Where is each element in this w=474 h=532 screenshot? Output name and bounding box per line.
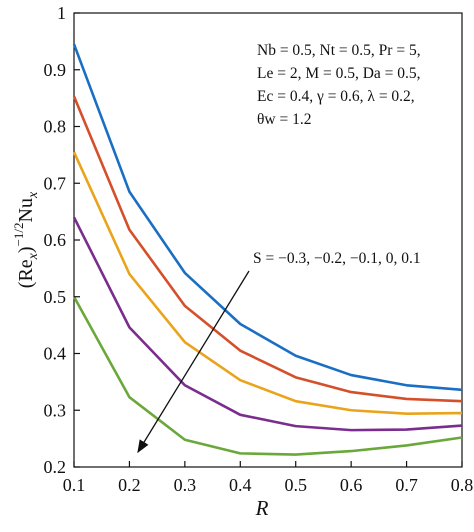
- y-tick-label: 0.2: [44, 457, 67, 477]
- y-axis: 0.2 0.3 0.4 0.5 0.6 0.7 0.8 0.9 1: [44, 3, 80, 477]
- param-line-3: Ec = 0.4, γ = 0.6, λ = 0.2,: [257, 88, 415, 105]
- x-tick-label: 0.1: [63, 475, 86, 495]
- x-tick-label: 0.2: [118, 475, 141, 495]
- x-tick-label: 0.7: [395, 475, 418, 495]
- x-axis-title: R: [255, 496, 269, 520]
- parameter-annotation: Nb = 0.5, Nt = 0.5, Pr = 5, Le = 2, M = …: [257, 42, 421, 128]
- y-tick-label: 0.8: [44, 117, 67, 137]
- x-tick-label: 0.6: [340, 475, 363, 495]
- param-line-1: Nb = 0.5, Nt = 0.5, Pr = 5,: [257, 42, 421, 59]
- trend-label: S = −0.3, −0.2, −0.1, 0, 0.1: [253, 250, 421, 267]
- param-line-2: Le = 2, M = 0.5, Da = 0.5,: [257, 65, 421, 82]
- series-layer: [72, 43, 463, 456]
- y-tick-label: 0.4: [44, 344, 67, 364]
- y-tick-label: 0.3: [44, 400, 67, 420]
- series-line-2: [72, 95, 463, 403]
- y-tick-label: 1: [57, 3, 66, 23]
- x-axis: 0.1 0.2 0.3 0.4 0.5 0.6 0.7 0.8: [63, 461, 474, 495]
- trend-arrow: [137, 270, 250, 454]
- x-tick-label: 0.8: [451, 475, 474, 495]
- series-line-4: [72, 216, 463, 432]
- y-tick-label: 0.7: [44, 173, 67, 193]
- x-tick-label: 0.3: [174, 475, 197, 495]
- y-tick-label: 0.5: [44, 287, 67, 307]
- series-line-1: [72, 43, 463, 392]
- param-line-4: θw = 1.2: [257, 111, 312, 128]
- x-tick-label: 0.5: [284, 475, 307, 495]
- y-tick-label: 0.6: [44, 230, 67, 250]
- series-line-3: [72, 151, 463, 415]
- y-tick-label: 0.9: [44, 60, 67, 80]
- series-line-5: [72, 296, 463, 456]
- x-tick-label: 0.4: [229, 475, 252, 495]
- y-axis-title: (Rex)−1/2Nux: [11, 191, 41, 288]
